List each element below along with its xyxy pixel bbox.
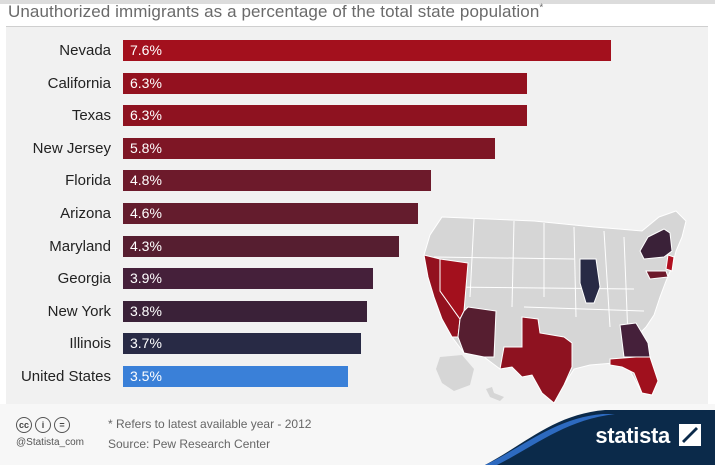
bar-row: Nevada 7.6% xyxy=(6,40,708,64)
chart-panel: Nevada 7.6% California 6.3% Texas 6.3% New Jer… xyxy=(6,26,708,405)
bar-row: Florida 4.8% xyxy=(6,170,708,194)
bar-category-label: Maryland xyxy=(49,237,111,255)
bar-category-label: Florida xyxy=(65,172,111,190)
attribution-icon[interactable]: i xyxy=(35,417,51,433)
bar-row: Maryland 4.3% xyxy=(6,235,708,260)
source-note: Source: Pew Research Center xyxy=(108,437,271,451)
title-footnote-marker: * xyxy=(539,2,544,14)
statista-logo-text[interactable]: statista xyxy=(595,423,670,448)
bar-value-label: 6.3% xyxy=(130,74,162,91)
bar-value-label: 3.8% xyxy=(130,302,162,319)
bar-category-label: Georgia xyxy=(57,270,111,288)
bar-row: Georgia 3.9% xyxy=(6,268,708,292)
state-hawaii xyxy=(486,387,504,401)
bar-area: Nevada 7.6% California 6.3% Texas 6.3% New Jer… xyxy=(6,27,708,405)
top-divider xyxy=(0,0,715,4)
bar-row: New Jersey 5.8% xyxy=(6,137,708,162)
bar-value-label: 3.7% xyxy=(130,335,162,352)
bar-value-label: 7.6% xyxy=(130,42,162,58)
statista-logo-icon[interactable] xyxy=(679,424,701,446)
us-map xyxy=(414,207,702,405)
bar-category-label: California xyxy=(47,74,111,92)
brand-wave xyxy=(485,410,715,465)
bar[interactable] xyxy=(123,170,432,192)
bar[interactable] xyxy=(123,137,496,159)
bar-value-label: 3.9% xyxy=(130,270,162,287)
footer: cc i = @Statista_com * Refers to latest … xyxy=(0,404,715,465)
bar-value-label: 4.8% xyxy=(130,172,162,189)
bar[interactable] xyxy=(123,72,528,94)
bar-value-label: 5.8% xyxy=(130,139,162,156)
bar-value-label: 4.6% xyxy=(130,205,162,221)
bar[interactable] xyxy=(123,333,361,355)
bar[interactable] xyxy=(123,300,367,322)
bar-category-label: Illinois xyxy=(69,335,111,353)
state-new-jersey xyxy=(665,254,675,272)
bar-row: Texas 6.3% xyxy=(6,105,708,129)
bar-category-label: Nevada xyxy=(59,42,111,59)
bar[interactable] xyxy=(123,105,528,127)
state-arizona xyxy=(457,306,497,358)
state-illinois xyxy=(579,258,601,304)
no-derivatives-icon[interactable]: = xyxy=(54,417,70,433)
state-texas xyxy=(499,316,573,404)
bar-value-label: 3.5% xyxy=(130,368,162,384)
bar-category-label: United States xyxy=(20,368,111,385)
bar-row: Illinois 3.7% xyxy=(6,333,708,357)
state-borders xyxy=(433,218,645,338)
bar[interactable] xyxy=(123,268,374,290)
state-alaska xyxy=(436,355,474,391)
bar-value-label: 6.3% xyxy=(130,107,162,124)
bar[interactable] xyxy=(123,235,400,257)
footnote: * Refers to latest available year - 2012 xyxy=(108,417,312,431)
bar-row: California 6.3% xyxy=(6,72,708,97)
state-georgia xyxy=(619,322,651,358)
bar-category-label: New York xyxy=(47,302,111,320)
bar-category-label: Arizona xyxy=(60,205,111,222)
brand-wave-shape xyxy=(485,410,715,465)
statista-credit[interactable]: @Statista_com xyxy=(16,437,84,448)
bar-value-label: 4.3% xyxy=(130,237,162,254)
state-maryland xyxy=(645,270,669,280)
cc-icon[interactable]: cc xyxy=(16,417,32,433)
bar-category-label: Texas xyxy=(71,107,111,125)
bar[interactable] xyxy=(123,366,348,387)
bar-row: Arizona 4.6% xyxy=(6,203,708,227)
us-map-svg xyxy=(423,210,687,404)
bar-row: New York 3.8% xyxy=(6,300,708,325)
bar-row: United States 3.5% xyxy=(6,366,708,390)
brand-wave-highlight xyxy=(485,414,615,465)
chart-title: Unauthorized immigrants as a percentage … xyxy=(8,2,543,22)
state-new-york xyxy=(639,228,673,260)
bar[interactable] xyxy=(123,40,611,61)
chart-title-text: Unauthorized immigrants as a percentage … xyxy=(8,2,540,21)
bar-category-label: New Jersey xyxy=(32,139,111,157)
bar[interactable] xyxy=(123,203,419,224)
license-icons: cc i = xyxy=(16,417,70,433)
